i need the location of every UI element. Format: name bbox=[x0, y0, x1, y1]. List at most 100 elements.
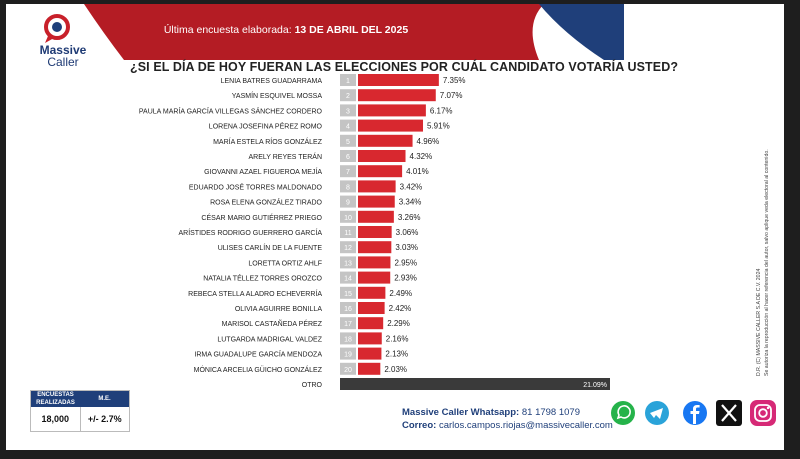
survey-date-line: Última encuesta elaborada: 13 DE ABRIL D… bbox=[136, 24, 436, 36]
contact-info: Massive Caller Whatsapp: 81 1798 1079 Co… bbox=[402, 406, 613, 432]
email-address[interactable]: carlos.campos.riojas@massivecaller.com bbox=[438, 420, 613, 431]
email-line: Correo: carlos.campos.riojas@massivecall… bbox=[402, 419, 613, 432]
data-label: 2.42% bbox=[389, 304, 412, 313]
facebook-icon[interactable] bbox=[682, 400, 708, 426]
bar-other bbox=[340, 378, 610, 390]
data-label: 6.17% bbox=[430, 106, 453, 115]
logo-icon bbox=[44, 14, 70, 43]
brand-name-line1: Massive bbox=[39, 43, 87, 57]
data-label: 5.91% bbox=[427, 122, 450, 131]
rank-number: 11 bbox=[344, 230, 351, 237]
infographic: Última encuesta elaborada: 13 DE ABRIL D… bbox=[6, 4, 784, 450]
rank-number: 14 bbox=[344, 276, 352, 283]
header-banner bbox=[84, 4, 624, 60]
data-label: 2.03% bbox=[384, 365, 407, 374]
bar bbox=[358, 362, 381, 375]
data-label: 2.16% bbox=[386, 334, 409, 343]
rank-number: 10 bbox=[344, 215, 352, 222]
data-label: 2.29% bbox=[387, 319, 410, 328]
bar bbox=[358, 286, 386, 299]
stats-header-surveys-line2: REALIZADAS bbox=[36, 399, 75, 406]
category-label: OTRO bbox=[302, 382, 323, 389]
rank-number: 2 bbox=[346, 93, 350, 100]
survey-label: Última encuesta elaborada: bbox=[163, 24, 292, 36]
category-label: ULISES CARLÍN DE LA FUENTE bbox=[218, 243, 323, 252]
rank-box bbox=[340, 119, 356, 132]
category-label: REBECA STELLA ALADRO ECHEVERRÍA bbox=[188, 289, 322, 298]
bar bbox=[358, 134, 413, 147]
bar bbox=[358, 241, 392, 254]
whatsapp-line: Massive Caller Whatsapp: 81 1798 1079 bbox=[402, 406, 613, 419]
survey-count: 18,000 bbox=[31, 407, 81, 431]
rank-box bbox=[340, 241, 356, 254]
stats-header-margin: M.E. bbox=[80, 391, 129, 407]
data-label: 7.07% bbox=[440, 91, 463, 100]
data-label: 4.01% bbox=[406, 167, 429, 176]
category-label: GIOVANNI AZAEL FIGUEROA MEJÍA bbox=[204, 167, 322, 176]
navy-banner-shape bbox=[539, 4, 624, 60]
data-label: 4.96% bbox=[417, 137, 440, 146]
category-label: EDUARDO JOSÉ TORRES MALDONADO bbox=[189, 182, 323, 191]
rank-box bbox=[340, 256, 356, 269]
top20-line1: 20 CANDIDATOS MEJOR bbox=[625, 22, 767, 36]
bar bbox=[358, 119, 424, 132]
rank-box bbox=[340, 104, 356, 117]
rank-number: 20 bbox=[344, 367, 352, 374]
data-label: 4.32% bbox=[410, 152, 433, 161]
rank-number: 3 bbox=[346, 108, 350, 115]
rank-box bbox=[340, 74, 356, 86]
x-icon[interactable] bbox=[716, 400, 742, 426]
bar bbox=[358, 89, 436, 102]
bar bbox=[358, 332, 382, 345]
data-label: 3.26% bbox=[398, 213, 421, 222]
instagram-icon[interactable] bbox=[750, 400, 776, 426]
top20-title: 20 CANDIDATOS MEJOR EVALUADOS bbox=[616, 22, 776, 52]
data-label: 3.06% bbox=[396, 228, 419, 237]
rank-number: 15 bbox=[344, 291, 352, 298]
rank-box bbox=[340, 134, 356, 147]
whatsapp-icon[interactable] bbox=[610, 400, 636, 426]
rank-number: 9 bbox=[346, 200, 350, 207]
bar bbox=[358, 210, 394, 223]
bar bbox=[358, 74, 439, 86]
rank-box bbox=[340, 195, 356, 208]
top20-line2: EVALUADOS bbox=[658, 37, 734, 51]
rank-box bbox=[340, 302, 356, 314]
data-label: 7.35% bbox=[443, 76, 466, 85]
rank-number: 7 bbox=[346, 169, 350, 176]
rank-box bbox=[340, 150, 356, 162]
category-label: LUTGARDA MADRIGAL VALDEZ bbox=[217, 336, 322, 343]
rank-box bbox=[340, 89, 356, 102]
copyright-line2: Se autoriza la reproducción al hacer ref… bbox=[764, 149, 770, 376]
bar bbox=[358, 271, 391, 284]
bar bbox=[358, 256, 391, 269]
rank-box bbox=[340, 226, 356, 238]
bar bbox=[358, 104, 426, 117]
category-label: CÉSAR MARIO GUTIÉRREZ PRIEGO bbox=[201, 213, 322, 222]
rank-number: 19 bbox=[344, 352, 352, 359]
data-label: 21.09% bbox=[583, 382, 607, 389]
telegram-icon[interactable] bbox=[644, 400, 670, 426]
rank-number: 18 bbox=[344, 336, 352, 343]
data-label: 3.03% bbox=[395, 243, 418, 252]
category-label: MARISOL CASTAÑEDA PÉREZ bbox=[222, 319, 323, 328]
brand-name-line2: Caller bbox=[47, 55, 79, 69]
stats-header-margin-label: M.E. bbox=[98, 396, 111, 402]
category-label: IRMA GUADALUPE GARCÍA MENDOZA bbox=[194, 350, 322, 359]
rank-box bbox=[340, 317, 356, 330]
data-label: 2.13% bbox=[385, 350, 408, 359]
bar bbox=[358, 226, 392, 238]
rank-number: 13 bbox=[344, 260, 352, 267]
data-label: 3.42% bbox=[400, 182, 423, 191]
rank-number: 4 bbox=[346, 124, 350, 131]
rank-box bbox=[340, 180, 356, 193]
rank-number: 12 bbox=[344, 245, 352, 252]
email-label: Correo: bbox=[402, 420, 437, 431]
data-label: 3.34% bbox=[399, 198, 422, 207]
bar bbox=[358, 195, 395, 208]
category-label: ARELY REYES TERÁN bbox=[248, 152, 322, 161]
rank-box bbox=[340, 165, 356, 178]
survey-date: 13 DE ABRIL DEL 2025 bbox=[294, 24, 409, 36]
rank-box bbox=[340, 347, 356, 360]
copyright-note: D.R. (C) MASSIVE CALLER S.A DE C.V. 2024… bbox=[756, 149, 770, 376]
